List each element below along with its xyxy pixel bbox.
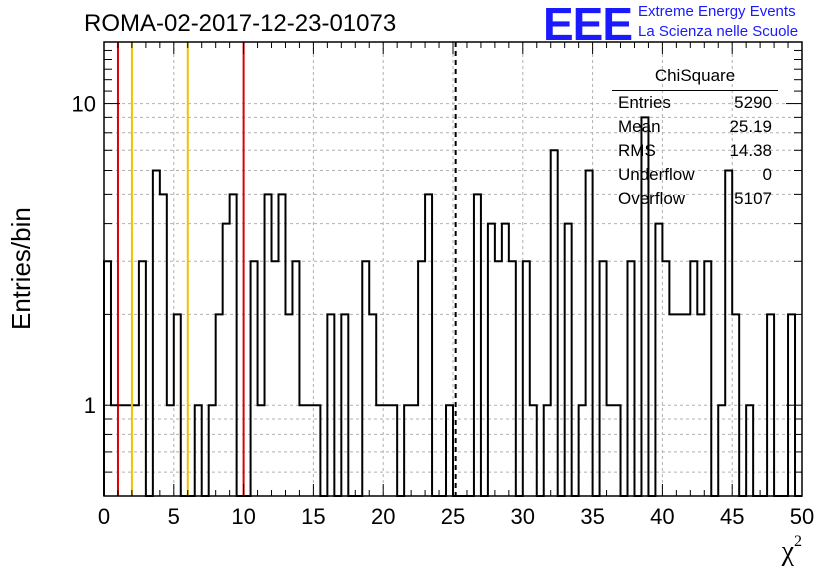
histogram-bin bbox=[488, 224, 495, 496]
y-axis-label: Entries/bin bbox=[6, 207, 36, 330]
histogram-bin bbox=[704, 261, 711, 496]
histogram-bin bbox=[690, 261, 697, 496]
histogram-bin bbox=[223, 224, 230, 496]
x-tick-label: 40 bbox=[650, 504, 674, 529]
histogram-bin bbox=[600, 261, 607, 496]
x-tick-label: 45 bbox=[720, 504, 744, 529]
stats-label: Underflow bbox=[618, 165, 695, 184]
logo-line-2: La Scienza nelle Scuole bbox=[638, 23, 799, 40]
histogram-bin bbox=[279, 194, 286, 496]
x-tick-label: 35 bbox=[580, 504, 604, 529]
x-tick-label: 25 bbox=[441, 504, 465, 529]
stats-value: 5107 bbox=[734, 189, 772, 208]
histogram-bin bbox=[272, 261, 279, 496]
histogram-bin bbox=[565, 224, 572, 496]
y-tick-label: 10 bbox=[72, 92, 96, 117]
histogram-bin bbox=[139, 261, 146, 496]
stats-label: Mean bbox=[618, 117, 661, 136]
histogram-bin bbox=[628, 261, 635, 496]
marker-lines-layer bbox=[116, 42, 457, 496]
histogram-bin bbox=[418, 261, 425, 496]
stats-label: RMS bbox=[618, 141, 656, 160]
stats-box: ChiSquare Entries 5290 Mean 25.19 RMS 14… bbox=[612, 66, 778, 211]
histogram-bin bbox=[251, 261, 258, 496]
histogram-bin bbox=[265, 194, 272, 496]
logo-line-1: Extreme Energy Events bbox=[638, 3, 796, 20]
x-axis-label-exponent: 2 bbox=[794, 532, 802, 550]
histogram-bin bbox=[551, 150, 558, 496]
stats-value: 14.38 bbox=[729, 141, 772, 160]
histogram-bin bbox=[104, 261, 111, 496]
stats-value: 0 bbox=[762, 165, 772, 184]
histogram-bin bbox=[586, 170, 593, 496]
histogram-bin bbox=[153, 170, 160, 496]
histogram-bin bbox=[160, 194, 167, 496]
stats-label: Overflow bbox=[618, 189, 686, 208]
stats-row-underflow: Underflow 0 bbox=[612, 163, 778, 187]
y-axis-label-wrapper: Entries/bin bbox=[6, 180, 36, 330]
stats-row-overflow: Overflow 5107 bbox=[612, 187, 778, 211]
histogram-bin bbox=[425, 194, 432, 496]
x-tick-label: 0 bbox=[98, 504, 110, 529]
histogram-bin bbox=[474, 194, 481, 496]
histogram-bin bbox=[362, 261, 369, 496]
axes-layer: 0 5 10 15 20 25 30 35 40 45 50 1 10 bbox=[72, 41, 814, 529]
stats-value: 5290 bbox=[734, 93, 772, 112]
x-tick-label: 10 bbox=[231, 504, 255, 529]
x-tick-label: 15 bbox=[301, 504, 325, 529]
histogram-bin bbox=[655, 224, 662, 496]
histogram-bin bbox=[230, 194, 237, 496]
histogram-bin bbox=[495, 261, 502, 496]
eee-logo: EEE bbox=[543, 0, 633, 50]
stats-label: Entries bbox=[618, 93, 671, 112]
stats-value: 25.19 bbox=[729, 117, 772, 136]
stats-row-mean: Mean 25.19 bbox=[612, 115, 778, 139]
x-tick-label: 50 bbox=[790, 504, 814, 529]
histogram-bin bbox=[502, 224, 509, 496]
x-tick-label: 5 bbox=[168, 504, 180, 529]
stats-row-rms: RMS 14.38 bbox=[612, 139, 778, 163]
histogram-bin bbox=[292, 261, 299, 496]
stats-title: ChiSquare bbox=[612, 66, 778, 91]
histogram-bin bbox=[523, 261, 530, 496]
chart-title: ROMA-02-2017-12-23-01073 bbox=[84, 10, 397, 37]
x-axis-label: χ2 bbox=[781, 532, 802, 567]
x-tick-label: 30 bbox=[511, 504, 535, 529]
x-tick-label: 20 bbox=[371, 504, 395, 529]
histogram-bin bbox=[662, 261, 669, 496]
y-tick-label: 1 bbox=[84, 393, 96, 418]
stats-row-entries: Entries 5290 bbox=[612, 91, 778, 115]
histogram-bin bbox=[725, 170, 732, 496]
histogram-bin bbox=[509, 261, 516, 496]
